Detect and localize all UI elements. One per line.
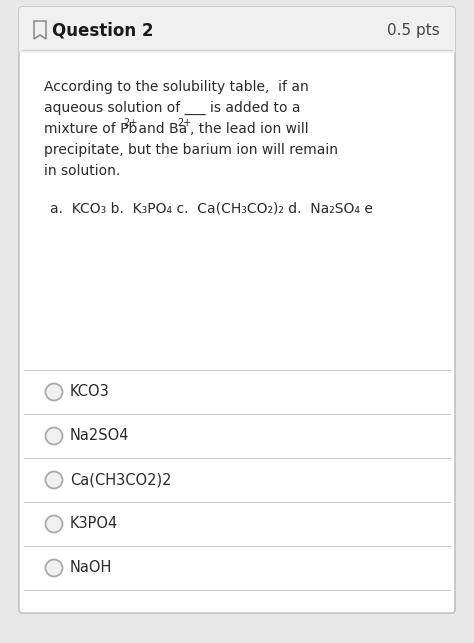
- FancyBboxPatch shape: [19, 7, 455, 613]
- Text: in solution.: in solution.: [44, 164, 120, 178]
- Circle shape: [46, 383, 63, 401]
- Text: a.  KCO₃ b.  K₃PO₄ c.  Ca(CH₃CO₂)₂ d.  Na₂SO₄ e: a. KCO₃ b. K₃PO₄ c. Ca(CH₃CO₂)₂ d. Na₂SO…: [50, 202, 373, 216]
- Text: Question 2: Question 2: [52, 21, 154, 39]
- Circle shape: [46, 516, 63, 532]
- Text: , the lead ion will: , the lead ion will: [190, 122, 309, 136]
- Circle shape: [46, 428, 63, 444]
- Text: According to the solubility table,  if an: According to the solubility table, if an: [44, 80, 309, 94]
- Text: mixture of Pb: mixture of Pb: [44, 122, 137, 136]
- Text: and Ba: and Ba: [134, 122, 187, 136]
- Text: NaOH: NaOH: [70, 561, 112, 575]
- FancyBboxPatch shape: [19, 7, 455, 53]
- Text: KCO3: KCO3: [70, 385, 110, 399]
- Circle shape: [46, 559, 63, 577]
- Text: Na2SO4: Na2SO4: [70, 428, 129, 444]
- Text: 2+: 2+: [123, 118, 137, 128]
- Text: K3PO4: K3PO4: [70, 516, 118, 532]
- Text: 0.5 pts: 0.5 pts: [387, 23, 440, 37]
- Text: aqueous solution of ___ is added to a: aqueous solution of ___ is added to a: [44, 101, 301, 115]
- Bar: [24, 44, 450, 52]
- Text: 2+: 2+: [177, 118, 191, 128]
- Circle shape: [46, 471, 63, 489]
- Text: precipitate, but the barium ion will remain: precipitate, but the barium ion will rem…: [44, 143, 338, 157]
- Text: Ca(CH3CO2)2: Ca(CH3CO2)2: [70, 473, 172, 487]
